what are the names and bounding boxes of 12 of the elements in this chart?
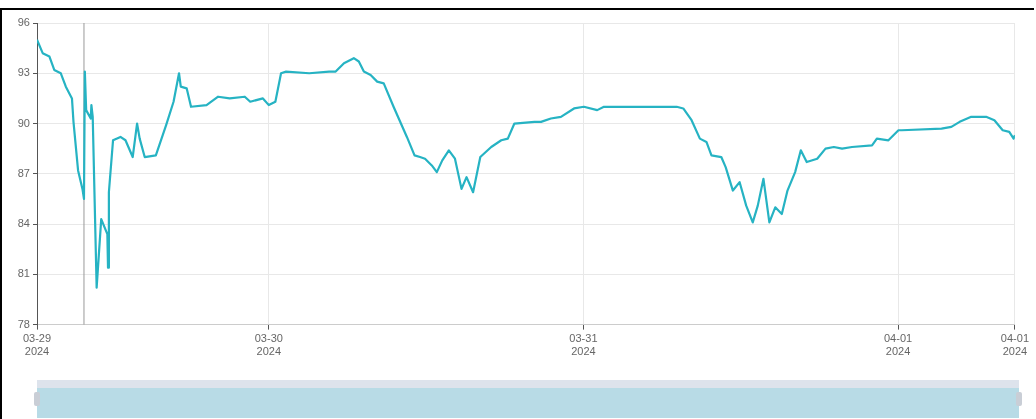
x-tick-label: 03-29 2024 [22, 332, 52, 358]
y-tick-label: 84 [17, 217, 30, 230]
y-tick-label: 90 [17, 116, 30, 129]
x-tick-label: 03-30 2024 [254, 332, 283, 358]
y-tick-label: 87 [17, 166, 30, 179]
y-tick-label: 81 [17, 267, 30, 280]
x-tick-label: 04-01 2024 [883, 332, 913, 358]
y-tick-label: 93 [17, 66, 30, 79]
y-tick-label: 96 [17, 16, 30, 29]
y-tick-label: 78 [17, 317, 30, 330]
x-tick-label: 03-31 2024 [569, 332, 598, 358]
x-tick-label: 04-01 2024 [1000, 332, 1029, 358]
